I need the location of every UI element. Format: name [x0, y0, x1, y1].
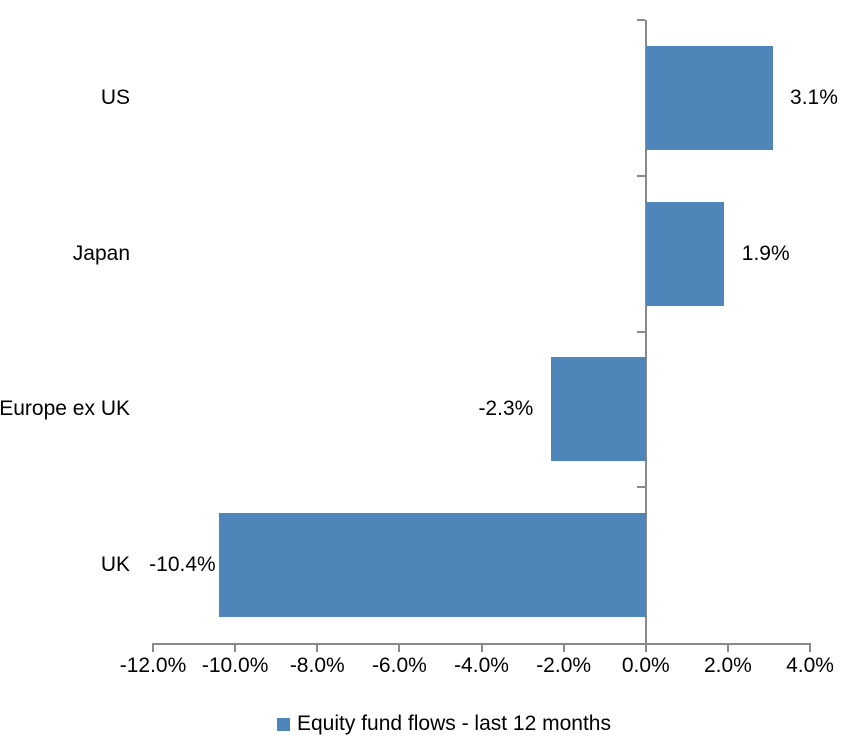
x-axis-tick-label: -2.0%: [536, 654, 592, 677]
x-axis-tick: [398, 645, 401, 652]
category-label: Europe ex UK: [0, 397, 130, 421]
bar-japan: [645, 201, 724, 306]
category-label: Japan: [72, 241, 130, 265]
y-axis-tick: [636, 19, 645, 21]
x-axis-tick: [316, 645, 319, 652]
data-label: -10.4%: [149, 553, 216, 577]
x-axis-tick-label: -10.0%: [201, 654, 269, 677]
bar-uk: [218, 513, 646, 618]
y-axis-tick: [636, 174, 645, 177]
y-axis-line: [644, 20, 647, 652]
x-axis-tick: [726, 645, 729, 652]
legend-label: Equity fund flows - last 12 months: [297, 712, 611, 735]
x-axis-tick-label: -8.0%: [289, 654, 345, 677]
y-axis-tick: [636, 486, 645, 489]
x-axis-tick: [562, 645, 565, 652]
x-axis-tick: [809, 645, 811, 652]
x-axis-tick: [152, 645, 154, 652]
data-label: 3.1%: [790, 85, 838, 109]
data-label: -2.3%: [478, 397, 534, 421]
x-axis-tick-label: 4.0%: [786, 654, 834, 677]
x-axis-line: [152, 643, 811, 645]
x-axis-tick: [234, 645, 237, 652]
x-axis-tick-label: -4.0%: [454, 654, 509, 677]
x-axis-tick-label: 2.0%: [703, 654, 752, 677]
chart-legend: Equity fund flows - last 12 months: [277, 712, 611, 736]
category-label: UK: [100, 553, 130, 577]
x-axis-tick: [480, 645, 483, 652]
x-axis-tick: [644, 645, 647, 652]
category-label: US: [100, 85, 130, 109]
x-axis-tick-label: 0.0%: [621, 654, 670, 677]
legend-marker-swatch: [277, 717, 290, 731]
x-axis-tick-label: -6.0%: [371, 654, 427, 677]
x-axis-tick-label: -12.0%: [119, 654, 187, 677]
data-label: 1.9%: [741, 241, 790, 265]
bar-us: [645, 45, 774, 150]
y-axis-tick: [636, 330, 645, 333]
bar-europe-ex-uk: [551, 357, 646, 462]
